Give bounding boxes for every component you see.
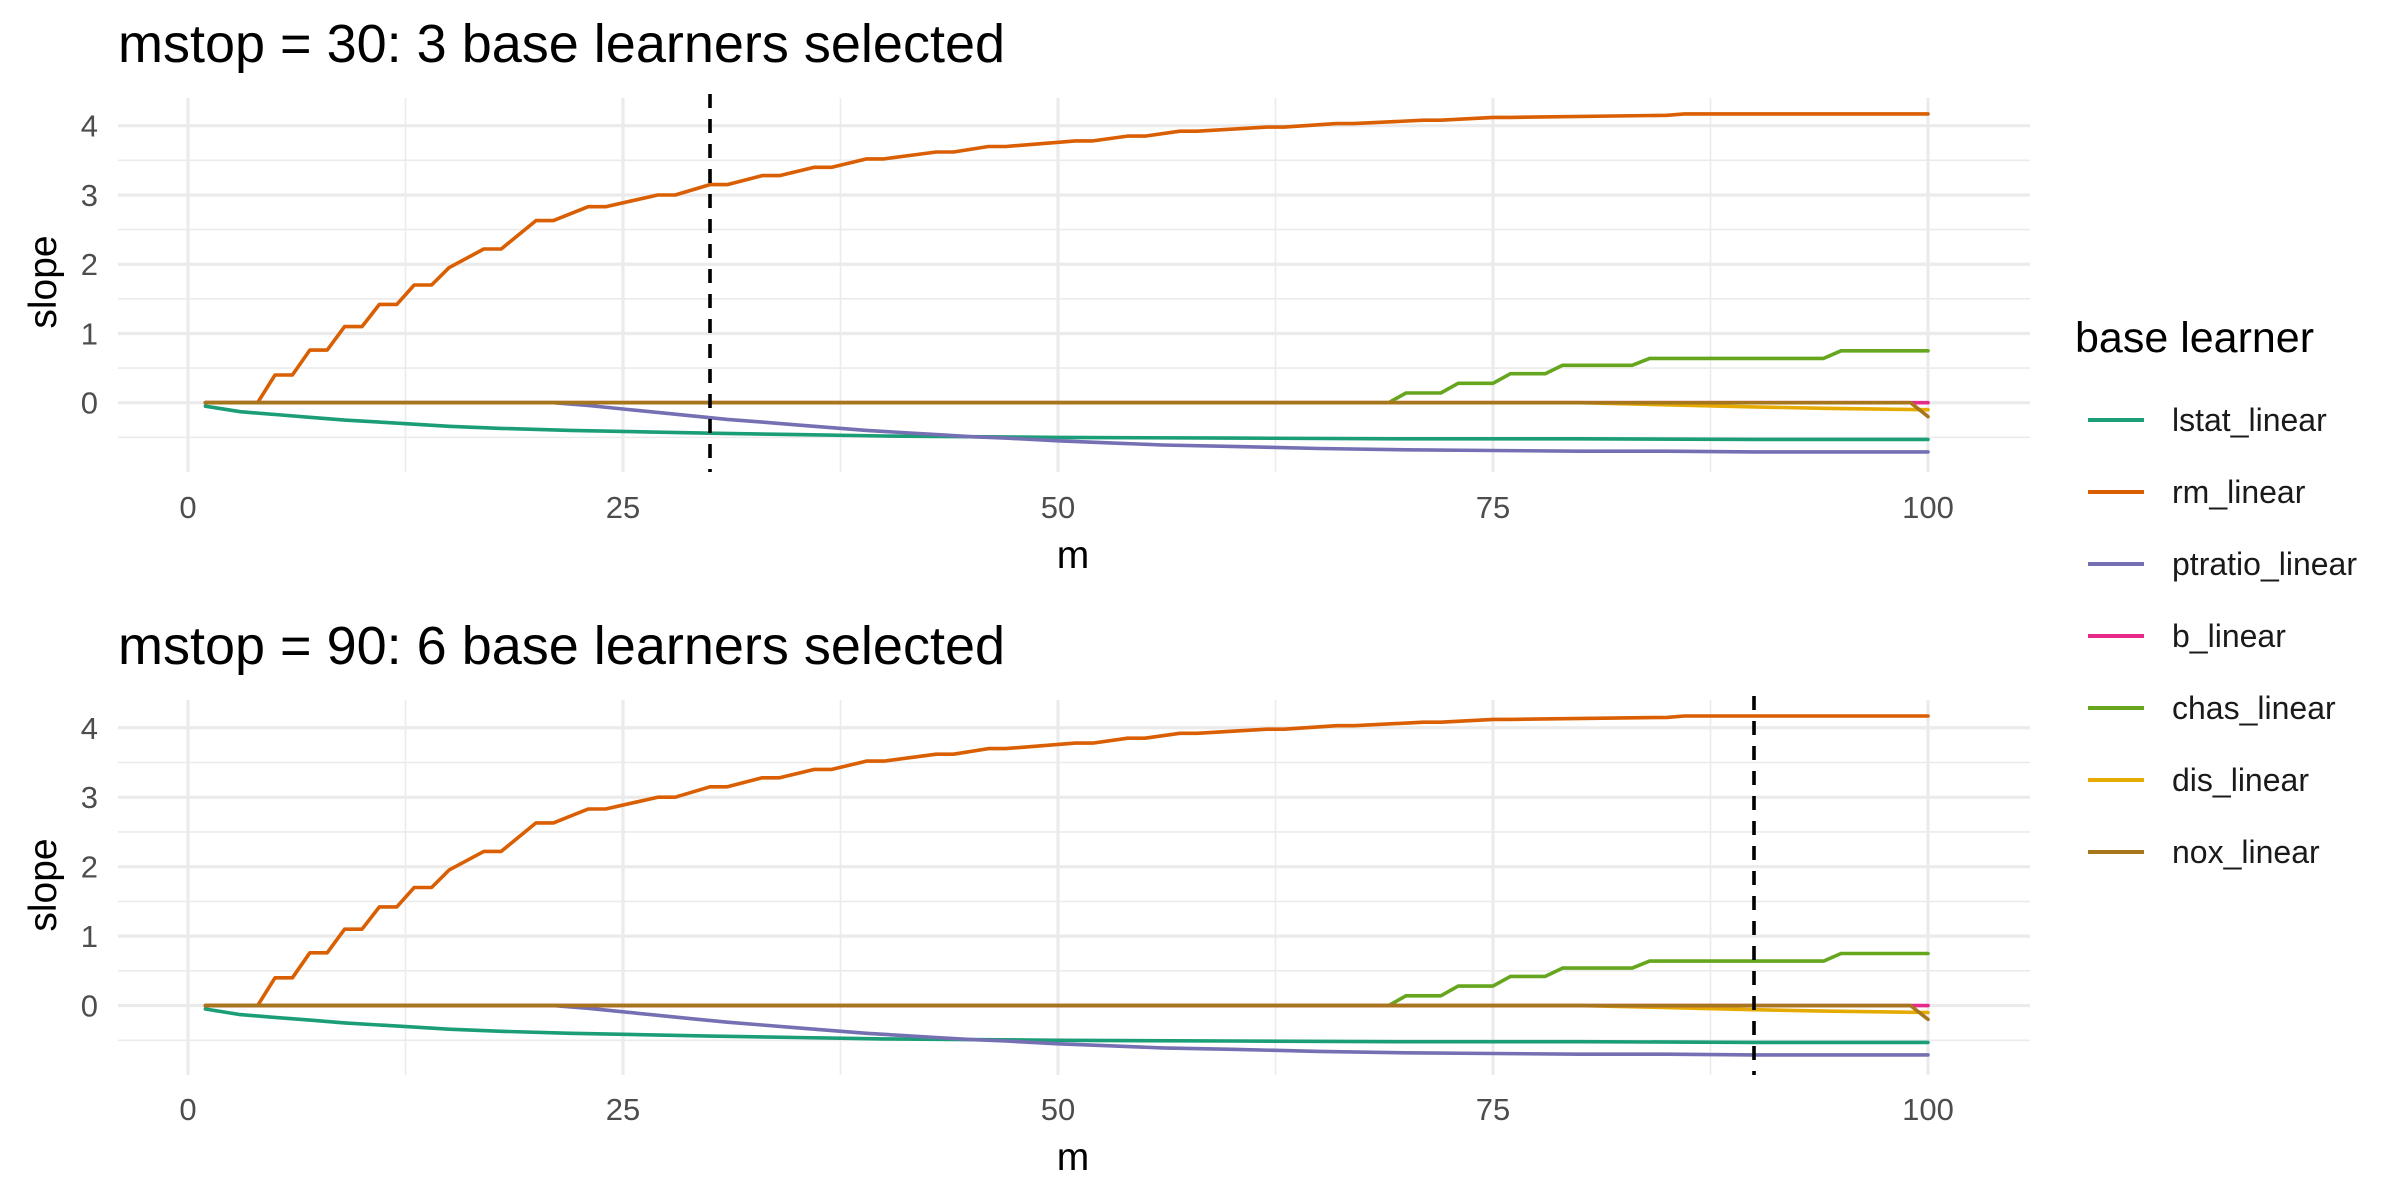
legend-label: b_linear [2172, 618, 2286, 654]
legend-item-b-linear: b_linear [2088, 618, 2286, 654]
y-tick-label: 1 [81, 919, 98, 954]
series-line-lstat-linear [203, 1007, 1930, 1045]
y-axis-title: slope [22, 838, 65, 931]
panel-tick-labels: 0 25 50 75 100 0 1 2 3 4 [81, 109, 1954, 525]
series-line-nox-linear [203, 400, 1930, 419]
panel-series [203, 112, 1930, 454]
legend-label: rm_linear [2172, 474, 2306, 510]
panel-mstop-30: mstop = 30: 3 base learners selected 0 25… [22, 14, 2030, 577]
y-axis-title: slope [22, 235, 65, 328]
y-tick-label: 3 [81, 178, 98, 213]
legend-item-chas-linear: chas_linear [2088, 690, 2336, 726]
series-line-lstat-linear [203, 404, 1930, 442]
series-line-ptratio-linear [203, 400, 1930, 454]
legend-item-lstat-linear: lstat_linear [2088, 402, 2327, 438]
y-tick-label: 2 [81, 850, 98, 885]
panel-title: mstop = 30: 3 base learners selected [118, 14, 1005, 74]
y-tick-label: 4 [81, 109, 98, 144]
legend: base learner lstat_linear rm_linearptrati… [2075, 314, 2357, 870]
y-tick-label: 1 [81, 316, 98, 351]
legend-items: lstat_linear rm_linear ptratio_linear b_lin… [2088, 402, 2357, 870]
x-axis-title: m [1057, 1136, 1090, 1179]
series-line-rm-linear [203, 714, 1930, 1008]
panel-grid [118, 98, 2030, 472]
legend-title: base learner [2075, 314, 2314, 362]
series-line-chas-linear [203, 348, 1930, 405]
x-tick-label: 75 [1476, 490, 1510, 525]
panel-series [203, 714, 1930, 1057]
legend-item-ptratio-linear: ptratio_linear [2088, 546, 2357, 582]
x-tick-label: 50 [1041, 490, 1075, 525]
panel-title: mstop = 90: 6 base learners selected [118, 616, 1005, 676]
legend-label: lstat_linear [2172, 402, 2327, 438]
panel-tick-labels: 0 25 50 75 100 0 1 2 3 4 [81, 711, 1954, 1127]
legend-item-dis-linear: dis_linear [2088, 762, 2309, 798]
y-tick-label: 3 [81, 780, 98, 815]
legend-label: nox_linear [2172, 834, 2320, 870]
legend-label: ptratio_linear [2172, 546, 2357, 582]
panel-mstop-90: mstop = 90: 6 base learners selected 0 25… [22, 616, 2030, 1179]
panel-grid [118, 700, 2030, 1075]
x-tick-label: 100 [1902, 490, 1954, 525]
legend-label: dis_linear [2172, 762, 2309, 798]
x-tick-label: 25 [606, 490, 640, 525]
legend-label: chas_linear [2172, 690, 2336, 726]
y-tick-label: 4 [81, 711, 98, 746]
y-tick-label: 0 [81, 989, 98, 1024]
series-line-rm-linear [203, 112, 1930, 405]
x-tick-label: 100 [1902, 1092, 1954, 1127]
series-line-nox-linear [203, 1003, 1930, 1022]
series-line-ptratio-linear [203, 1003, 1930, 1057]
x-tick-label: 75 [1476, 1092, 1510, 1127]
x-tick-label: 25 [606, 1092, 640, 1127]
y-tick-label: 0 [81, 386, 98, 421]
x-tick-label: 0 [179, 490, 196, 525]
y-tick-label: 2 [81, 247, 98, 282]
x-axis-title: m [1057, 534, 1090, 577]
x-tick-label: 50 [1041, 1092, 1075, 1127]
x-tick-label: 0 [179, 1092, 196, 1127]
legend-item-nox-linear: nox_linear [2088, 834, 2320, 870]
series-line-chas-linear [203, 951, 1930, 1008]
legend-item-rm-linear: rm_linear [2088, 474, 2306, 510]
